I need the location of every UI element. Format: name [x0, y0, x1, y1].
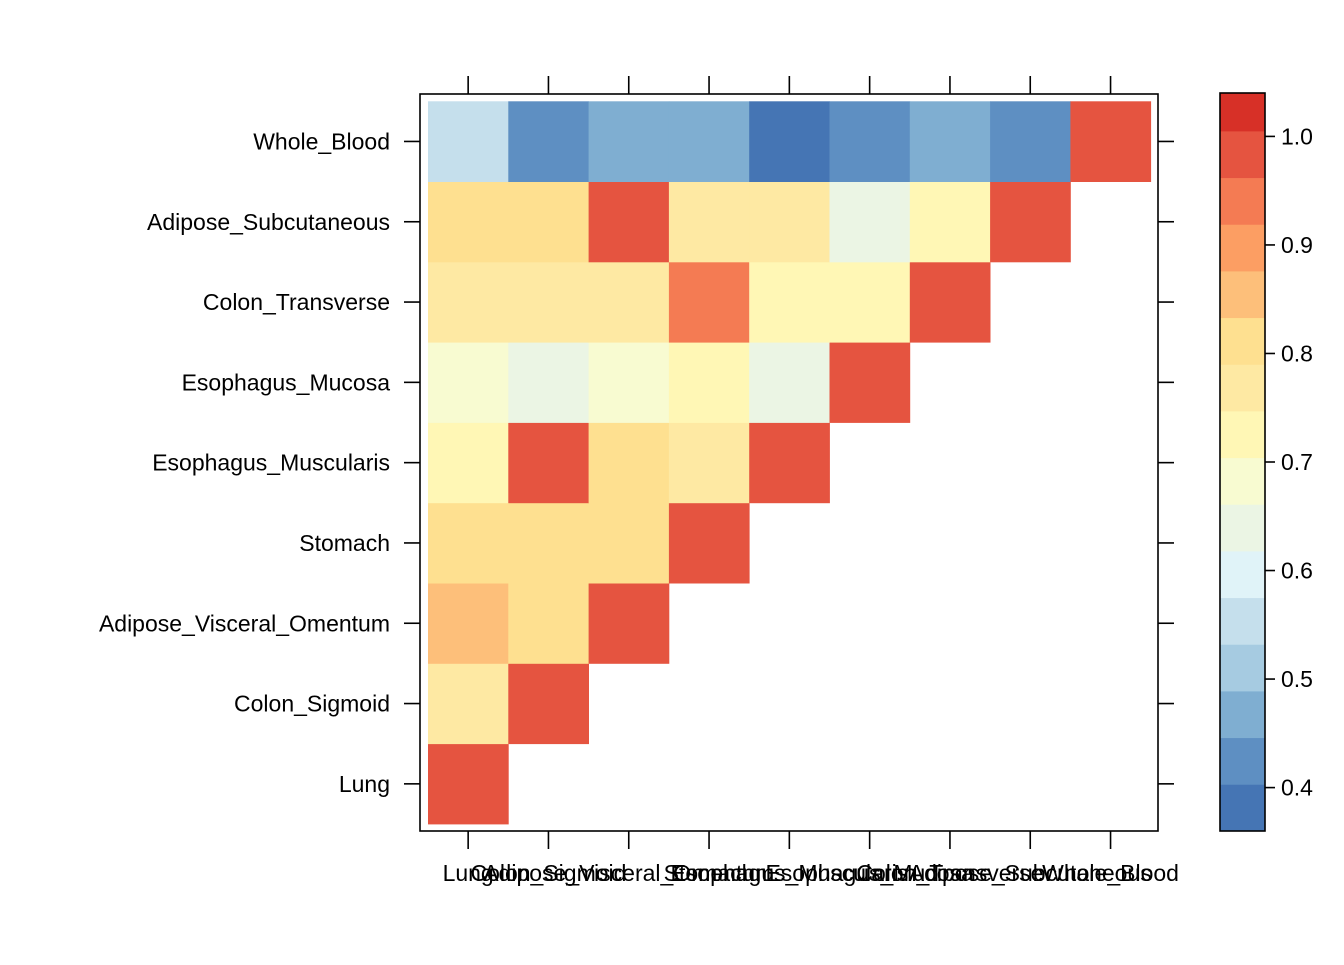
- y-tick-label: Lung: [339, 771, 390, 797]
- y-tick-label: Whole_Blood: [253, 128, 390, 154]
- x-tick-label: Lung: [443, 860, 494, 886]
- color-key-swatch: [1220, 317, 1265, 365]
- heatmap-cell: [588, 502, 670, 584]
- heatmap-cell: [428, 261, 509, 343]
- heatmap-cell: [428, 663, 509, 745]
- color-key-swatch: [1220, 130, 1265, 179]
- color-key-swatch: [1220, 550, 1265, 599]
- heatmap-cell: [508, 502, 589, 584]
- color-key-label: 0.7: [1281, 449, 1313, 475]
- heatmap-cell: [668, 181, 750, 263]
- heatmap-cell: [428, 181, 509, 263]
- heatmap-cell: [909, 101, 991, 182]
- heatmap-cell: [508, 422, 589, 504]
- heatmap-cells: [428, 101, 1152, 825]
- x-tick-label: Stomach: [664, 860, 755, 886]
- heatmap-cell: [428, 101, 509, 182]
- color-key-swatch: [1220, 644, 1265, 692]
- color-key-swatch: [1220, 93, 1265, 132]
- heatmap-cell: [508, 261, 589, 343]
- color-key: 0.4 0.5 0.6 0.7 0.8 0.9 1.0: [1219, 92, 1313, 832]
- color-key-swatch: [1220, 457, 1265, 505]
- heatmap-cell: [508, 663, 589, 745]
- color-key-label: 0.6: [1281, 558, 1313, 584]
- color-key-label: 0.9: [1281, 232, 1313, 258]
- heatmap-cell: [749, 342, 830, 423]
- heatmap-cell: [588, 101, 670, 182]
- color-key-label: 1.0: [1281, 123, 1313, 149]
- color-key-swatch: [1220, 177, 1265, 225]
- heatmap-cell: [668, 342, 750, 423]
- heatmap-cell: [668, 101, 750, 182]
- heatmap-cell: [749, 181, 830, 263]
- x-tick-label: Esophagus_Mucosa: [765, 860, 974, 886]
- heatmap-cell: [668, 502, 750, 584]
- color-key-label: 0.4: [1281, 775, 1313, 801]
- color-key-swatch: [1220, 410, 1265, 459]
- y-tick-label: Adipose_Visceral_Omentum: [99, 610, 390, 636]
- axis-ticks: [404, 76, 1174, 849]
- color-key-swatch: [1220, 270, 1265, 319]
- heatmap-cell: [990, 101, 1071, 182]
- color-key-swatch: [1220, 784, 1265, 832]
- x-tick-label: Whole_Blood: [1042, 860, 1179, 886]
- y-tick-label: Colon_Transverse: [203, 289, 390, 315]
- heatmap-cell: [749, 261, 830, 343]
- color-key-label: 0.8: [1281, 340, 1313, 366]
- y-tick-label: Stomach: [299, 530, 390, 556]
- heatmap-cell: [829, 101, 911, 182]
- heatmap-cell: [588, 342, 670, 423]
- x-tick-label: Colon_Transverse: [856, 860, 1043, 886]
- heatmap-cell: [990, 181, 1071, 263]
- heatmap-cell: [829, 181, 911, 263]
- heatmap-cell: [909, 261, 991, 343]
- heatmap-cell: [428, 422, 509, 504]
- x-tick-label: Esophagus_Muscularis: [670, 860, 908, 886]
- color-key-swatch: [1220, 504, 1265, 552]
- heatmap-cell: [749, 101, 830, 182]
- heatmap-cell: [508, 342, 589, 423]
- heatmap-cell: [588, 583, 670, 664]
- y-tick-label: Esophagus_Muscularis: [152, 450, 390, 476]
- heatmap-cell: [508, 583, 589, 664]
- color-key-swatch: [1220, 691, 1265, 739]
- color-key-label: 0.5: [1281, 666, 1313, 692]
- color-key-swatch: [1220, 597, 1265, 645]
- color-key-swatch: [1220, 737, 1265, 785]
- heatmap-cell: [909, 181, 991, 263]
- color-key-swatch: [1220, 364, 1265, 412]
- heatmap-cell: [588, 181, 670, 263]
- heatmap-cell: [588, 261, 670, 343]
- x-tick-label: Adipose_Visceral_Omentum: [483, 860, 774, 886]
- heatmap-cell: [668, 261, 750, 343]
- heatmap-cell: [428, 342, 509, 423]
- y-tick-label: Esophagus_Mucosa: [182, 369, 391, 395]
- heatmap-cell: [428, 502, 509, 584]
- heatmap-cell: [1070, 101, 1152, 182]
- heatmap-cell: [829, 261, 911, 343]
- heatmap-cell: [428, 583, 509, 664]
- heatmap-cell: [749, 422, 830, 504]
- heatmap-cell: [508, 181, 589, 263]
- heatmap-cell: [428, 743, 509, 825]
- heatmap-cell: [668, 422, 750, 504]
- x-tick-label: Colon_Sigmoid: [470, 860, 626, 886]
- y-tick-label: Colon_Sigmoid: [234, 691, 390, 717]
- heatmap-cell: [508, 101, 589, 182]
- x-tick-label: Adipose_Subcutaneous: [909, 860, 1152, 886]
- y-tick-label: Adipose_Subcutaneous: [147, 209, 390, 235]
- color-key-swatch: [1220, 224, 1265, 272]
- heatmap-cell: [588, 422, 670, 504]
- heatmap-cell: [829, 342, 911, 423]
